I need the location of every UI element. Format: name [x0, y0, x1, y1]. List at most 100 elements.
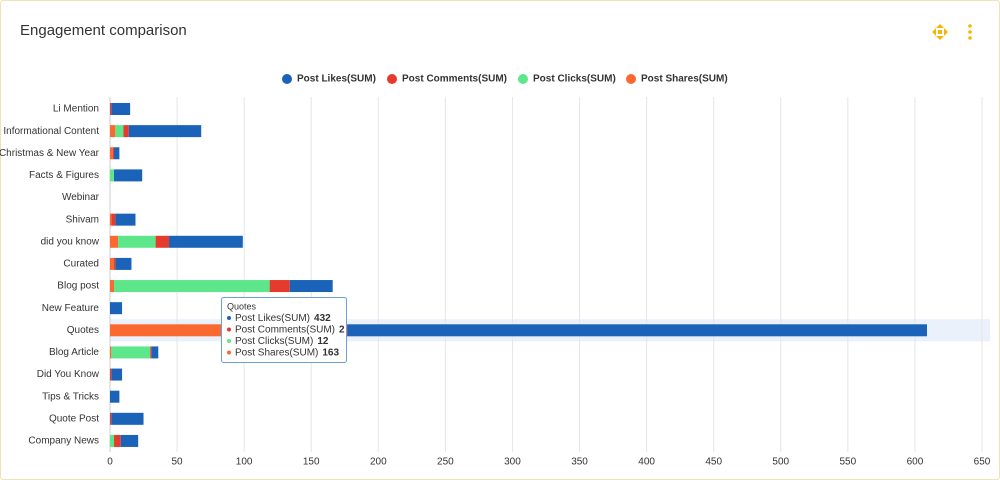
x-tick-label: 250: [437, 457, 454, 468]
bar-segment: [289, 280, 333, 293]
dot: [968, 36, 972, 40]
bar-segment: [155, 235, 170, 248]
y-tick-label: Quote Post: [49, 413, 99, 424]
y-tick-label: New Feature: [42, 303, 100, 314]
y-tick-label: Did You Know: [37, 369, 100, 380]
bar-segment: [123, 125, 129, 138]
y-tick-label: Webinar: [62, 192, 100, 203]
bar-segment: [110, 213, 112, 226]
bar-segment: [110, 368, 112, 381]
x-tick-label: 200: [370, 457, 387, 468]
x-tick-label: 150: [303, 457, 320, 468]
bar-segment: [110, 434, 115, 447]
tooltip-line: Post Clicks(SUM) 12: [235, 336, 329, 347]
tooltip-value: 2: [339, 324, 345, 335]
bar-segment: [110, 169, 115, 182]
legend-label: Post Likes(SUM): [297, 74, 376, 85]
bar-segment: [111, 412, 144, 425]
legend-item[interactable]: Post Comments(SUM): [387, 74, 507, 85]
bar-segment: [110, 346, 112, 359]
bar-segment: [111, 346, 151, 359]
tooltip-value: 163: [322, 347, 339, 358]
bar-segment: [128, 125, 202, 138]
legend-swatch: [282, 74, 292, 84]
legend-swatch: [626, 74, 636, 84]
x-tick-label: 300: [504, 457, 521, 468]
x-tick-label: 100: [236, 457, 253, 468]
bar-segment: [110, 280, 115, 293]
tooltip-title: Quotes: [227, 301, 257, 311]
bar-segment: [114, 169, 143, 182]
bar-segment: [111, 368, 123, 381]
tooltip-series: Post Clicks(SUM): [235, 336, 313, 347]
legend-label: Post Comments(SUM): [402, 74, 507, 85]
y-tick-label: Tips & Tricks: [42, 391, 99, 402]
x-tick-label: 450: [705, 457, 722, 468]
bar-segment: [114, 257, 116, 270]
legend-label: Post Clicks(SUM): [533, 74, 616, 85]
dot: [968, 30, 972, 34]
y-tick-label: Informational Content: [3, 126, 99, 137]
legend-item[interactable]: Post Clicks(SUM): [518, 74, 616, 85]
move-arrows: [932, 24, 948, 40]
y-tick-label: Curated: [63, 259, 99, 270]
tooltip-value: 12: [317, 336, 329, 347]
bar-segment: [110, 390, 120, 403]
bar-segment: [111, 213, 116, 226]
bar-segment: [110, 257, 115, 270]
y-tick-label: Shivam: [66, 214, 99, 225]
bar-segment: [115, 257, 132, 270]
tooltip-swatch: [227, 339, 231, 343]
bar-segment: [347, 324, 927, 337]
bar-segment: [115, 125, 124, 138]
bar-segment: [110, 147, 113, 160]
bar-segment: [110, 302, 123, 315]
x-tick-label: 600: [907, 457, 924, 468]
legend-swatch: [518, 74, 528, 84]
bar-segment: [120, 434, 139, 447]
menu-icon[interactable]: [968, 24, 972, 40]
bar-segment: [110, 103, 112, 115]
x-tick-label: 650: [974, 457, 991, 468]
tooltip-swatch: [227, 316, 231, 320]
tooltip-swatch: [227, 350, 231, 355]
dot: [968, 24, 972, 28]
x-tick-label: 400: [638, 457, 655, 468]
legend-item[interactable]: Post Likes(SUM): [282, 74, 376, 85]
y-tick-label: Blog post: [57, 281, 99, 292]
tooltip-line: Post Shares(SUM) 163: [235, 347, 339, 358]
y-tick-label: Company News: [28, 436, 99, 447]
bar-segment: [111, 103, 131, 115]
bar-segment: [112, 147, 115, 160]
tooltip-line: Post Comments(SUM) 2: [235, 324, 345, 335]
bar-segment: [150, 346, 152, 359]
legend-label: Post Shares(SUM): [641, 74, 728, 85]
tooltip-series: Post Comments(SUM): [235, 324, 335, 335]
tooltip-series: Post Likes(SUM): [235, 313, 310, 324]
y-tick-label: Quotes: [67, 325, 99, 336]
bar-segment: [115, 213, 136, 226]
tooltip-box: [221, 297, 347, 363]
x-tick-label: 0: [107, 457, 113, 468]
y-tick-label: Facts & Figures: [29, 170, 99, 181]
x-tick-label: 500: [772, 457, 789, 468]
legend-swatch: [387, 74, 397, 84]
y-tick-label: Christmas & New Year: [0, 148, 100, 159]
bar-segment: [110, 235, 119, 248]
move-icon[interactable]: [932, 24, 948, 40]
bar-segment: [118, 235, 156, 248]
tooltip-series: Post Shares(SUM): [235, 347, 318, 358]
x-tick-label: 50: [172, 457, 184, 468]
bar-segment: [110, 412, 112, 425]
tooltip-swatch: [227, 327, 231, 332]
bar-segment: [114, 434, 121, 447]
bar-segment: [151, 346, 159, 359]
legend-item[interactable]: Post Shares(SUM): [626, 74, 728, 85]
bar-segment: [269, 280, 290, 293]
y-tick-label: Li Mention: [53, 104, 99, 115]
widget-title: Engagement comparison: [20, 22, 187, 39]
bar-segment: [114, 280, 270, 293]
y-tick-label: Blog Article: [49, 347, 99, 358]
